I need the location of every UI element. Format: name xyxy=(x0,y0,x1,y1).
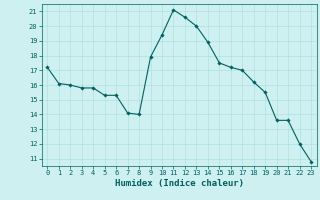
X-axis label: Humidex (Indice chaleur): Humidex (Indice chaleur) xyxy=(115,179,244,188)
